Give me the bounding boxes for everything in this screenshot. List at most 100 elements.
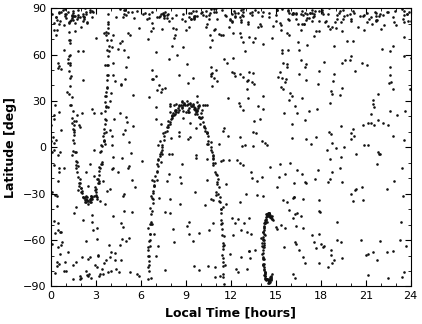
Point: [333, 25, 339, 30]
Point: [164, 124, 170, 129]
Point: [265, 277, 272, 282]
Point: [284, 65, 290, 70]
Point: [245, 77, 252, 83]
Point: [298, 96, 305, 101]
Point: [81, 6, 88, 11]
Point: [209, 71, 216, 76]
Point: [338, 29, 345, 34]
Point: [261, 273, 268, 278]
Point: [198, 115, 205, 120]
Point: [310, 14, 317, 19]
Point: [151, 183, 157, 189]
Point: [185, 109, 192, 114]
Point: [239, 13, 246, 18]
Point: [238, 7, 244, 12]
Point: [315, 9, 322, 14]
Point: [152, 50, 159, 55]
Point: [235, 10, 241, 15]
Point: [384, 123, 391, 128]
Point: [151, 182, 157, 187]
Point: [93, 195, 100, 200]
Point: [328, 252, 335, 257]
Point: [309, 7, 316, 12]
Point: [145, 276, 152, 281]
Point: [56, 10, 63, 16]
Point: [108, 44, 115, 50]
Point: [326, 27, 333, 32]
Point: [208, 140, 214, 145]
Point: [295, 248, 302, 253]
Point: [66, 92, 73, 97]
Point: [121, 48, 127, 53]
Point: [352, 188, 359, 193]
Point: [162, 130, 168, 135]
Point: [101, 260, 108, 266]
Point: [289, 122, 296, 127]
Point: [70, 10, 76, 15]
Point: [93, 194, 100, 199]
Point: [222, 13, 229, 18]
Point: [145, 244, 151, 249]
Point: [208, 147, 214, 152]
Point: [365, 121, 371, 126]
Point: [51, 271, 58, 276]
Point: [100, 138, 107, 143]
Point: [244, 78, 251, 83]
Point: [195, 103, 201, 108]
Point: [263, 277, 270, 282]
Point: [192, 108, 199, 113]
Point: [390, 134, 397, 139]
Point: [107, 128, 114, 133]
Point: [302, 18, 309, 23]
Point: [55, 261, 62, 267]
Point: [109, 213, 116, 218]
Point: [292, 224, 299, 229]
Point: [79, 18, 86, 23]
Point: [260, 242, 267, 248]
Point: [56, 169, 62, 175]
Point: [169, 226, 176, 231]
Point: [96, 180, 103, 185]
Point: [51, 112, 57, 117]
Point: [176, 73, 182, 78]
Point: [209, 157, 216, 162]
Point: [296, 72, 303, 77]
Point: [56, 110, 62, 115]
Point: [265, 276, 272, 281]
Point: [97, 166, 103, 171]
Point: [263, 219, 270, 224]
Point: [77, 276, 84, 281]
Point: [81, 16, 88, 21]
Point: [279, 51, 285, 56]
Point: [200, 12, 207, 17]
Point: [81, 198, 88, 203]
Point: [370, 97, 376, 102]
Point: [377, 11, 384, 17]
Point: [240, 107, 246, 112]
Point: [192, 8, 199, 13]
Point: [179, 106, 186, 111]
Point: [262, 270, 268, 275]
Point: [170, 35, 177, 40]
Point: [149, 67, 156, 72]
Point: [259, 138, 266, 143]
Point: [141, 10, 148, 16]
Point: [265, 211, 272, 216]
Point: [298, 11, 305, 17]
Point: [235, 269, 242, 274]
Point: [206, 227, 212, 233]
Point: [227, 17, 233, 22]
Point: [211, 265, 218, 270]
Point: [219, 243, 226, 248]
Point: [262, 217, 268, 222]
Point: [146, 262, 152, 268]
Point: [100, 126, 107, 131]
Point: [181, 101, 187, 106]
Point: [262, 212, 269, 217]
Point: [330, 72, 337, 77]
Point: [266, 275, 273, 280]
Point: [266, 280, 273, 285]
Point: [78, 191, 85, 196]
Point: [232, 221, 238, 226]
Point: [83, 197, 89, 202]
